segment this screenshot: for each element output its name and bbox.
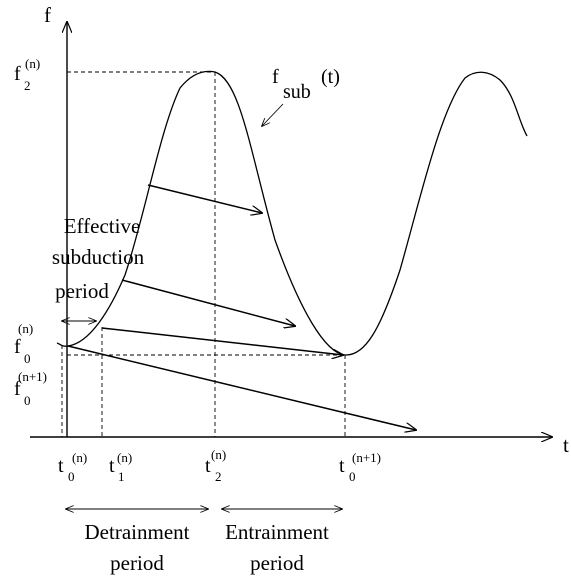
trajectory-arrow-3	[101, 327, 343, 355]
svg-text:f: f	[272, 66, 279, 88]
svg-text:period: period	[250, 551, 304, 575]
svg-text:f: f	[14, 378, 21, 400]
svg-text:t: t	[58, 455, 64, 477]
svg-text:(n+1): (n+1)	[352, 450, 381, 465]
label-f0n: f 0 (n)	[14, 321, 33, 366]
svg-text:1: 1	[118, 469, 125, 484]
svg-text:2: 2	[24, 78, 31, 93]
trajectory-arrow-1	[147, 184, 262, 213]
svg-text:(n): (n)	[18, 321, 33, 336]
svg-text:f: f	[14, 336, 21, 358]
svg-text:Detrainment: Detrainment	[85, 520, 190, 544]
label-t1n: t 1 (n)	[109, 450, 132, 484]
detrainment-label: Detrainment period	[85, 520, 190, 575]
fsub-curve	[56, 70, 528, 356]
y-axis-label: f	[44, 3, 51, 27]
x-axis-label: t	[563, 433, 569, 457]
svg-text:t: t	[109, 455, 115, 477]
svg-text:0: 0	[24, 393, 31, 408]
svg-text:0: 0	[24, 351, 31, 366]
label-t0n1: t 0 (n+1)	[339, 450, 381, 484]
svg-text:2: 2	[215, 469, 222, 484]
svg-text:Entrainment: Entrainment	[225, 520, 329, 544]
svg-text:(n): (n)	[72, 450, 87, 465]
svg-text:(n): (n)	[211, 447, 226, 462]
svg-text:t: t	[339, 455, 345, 477]
svg-text:(n+1): (n+1)	[18, 369, 47, 384]
svg-text:t: t	[205, 455, 211, 477]
svg-text:period: period	[110, 551, 164, 575]
svg-text:period: period	[55, 279, 109, 303]
curve-label-pointer	[262, 103, 284, 126]
label-f2n: f 2 (n)	[14, 56, 40, 93]
trajectory-arrow-2	[121, 279, 295, 326]
effective-subduction-label: Effective subduction period	[52, 214, 145, 303]
svg-text:0: 0	[68, 469, 75, 484]
trajectory-arrow-4	[67, 345, 416, 430]
svg-text:0: 0	[349, 469, 356, 484]
svg-text:f: f	[14, 63, 21, 85]
svg-text:subduction: subduction	[52, 245, 145, 269]
label-t0n: t 0 (n)	[58, 450, 87, 484]
svg-text:Effective: Effective	[64, 214, 141, 238]
entrainment-label: Entrainment period	[225, 520, 329, 575]
label-f0n1: f 0 (n+1)	[14, 369, 47, 408]
curve-label: f sub (t)	[272, 66, 340, 103]
svg-text:(n): (n)	[117, 450, 132, 465]
label-t2n: t 2 (n)	[205, 447, 226, 484]
svg-text:sub: sub	[283, 81, 311, 103]
svg-text:(n): (n)	[25, 56, 40, 71]
svg-text:(t): (t)	[321, 66, 340, 88]
